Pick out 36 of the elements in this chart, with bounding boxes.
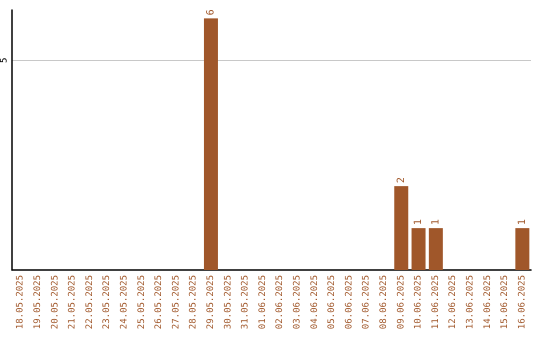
x-tick-label: 30.05.2025 <box>223 275 234 330</box>
x-tick-label: 14.06.2025 <box>482 275 493 330</box>
y-tick-label: 5 <box>0 58 10 64</box>
data-label: 1 <box>413 219 424 226</box>
x-tick-label: 29.05.2025 <box>206 275 216 330</box>
x-tick-label: 05.06.2025 <box>327 275 338 330</box>
x-tick-label: 10.06.2025 <box>414 275 424 330</box>
x-tick-label: 07.06.2025 <box>362 275 372 330</box>
x-tick-label: 03.06.2025 <box>292 275 302 330</box>
x-tick-label: 23.05.2025 <box>102 275 112 330</box>
x-tick-label: 31.05.2025 <box>240 275 251 330</box>
x-tick-label: 16.06.2025 <box>517 275 528 330</box>
x-tick-label: 04.06.2025 <box>310 275 320 330</box>
x-tick-label: 12.06.2025 <box>448 275 458 330</box>
x-tick-label: 18.05.2025 <box>16 275 26 330</box>
x-tick-label: 02.06.2025 <box>275 275 286 330</box>
x-tick-label: 08.06.2025 <box>378 275 389 330</box>
data-label: 6 <box>205 9 216 16</box>
x-tick-label: 27.05.2025 <box>171 275 182 330</box>
data-label: 1 <box>516 219 528 226</box>
x-tick-label: 24.05.2025 <box>119 275 130 330</box>
x-tick-label: 01.06.2025 <box>258 275 268 330</box>
x-tick-label: 25.05.2025 <box>136 275 147 330</box>
x-tick-label: 28.05.2025 <box>188 275 199 330</box>
x-tick-label: 09.06.2025 <box>396 275 406 330</box>
data-label: 2 <box>396 177 407 184</box>
x-tick-label: 11.06.2025 <box>430 275 441 330</box>
x-tick-label: 26.05.2025 <box>154 275 164 330</box>
x-tick-label: 19.05.2025 <box>32 275 43 330</box>
x-tick-label: 22.05.2025 <box>84 275 95 330</box>
x-tick-label: 21.05.2025 <box>68 275 78 330</box>
x-tick-label: 06.06.2025 <box>344 275 354 330</box>
x-tick-label: 15.06.2025 <box>500 275 510 330</box>
x-tick-label: 13.06.2025 <box>465 275 476 330</box>
data-label: 1 <box>430 219 442 226</box>
x-tick-label: 20.05.2025 <box>50 275 60 330</box>
